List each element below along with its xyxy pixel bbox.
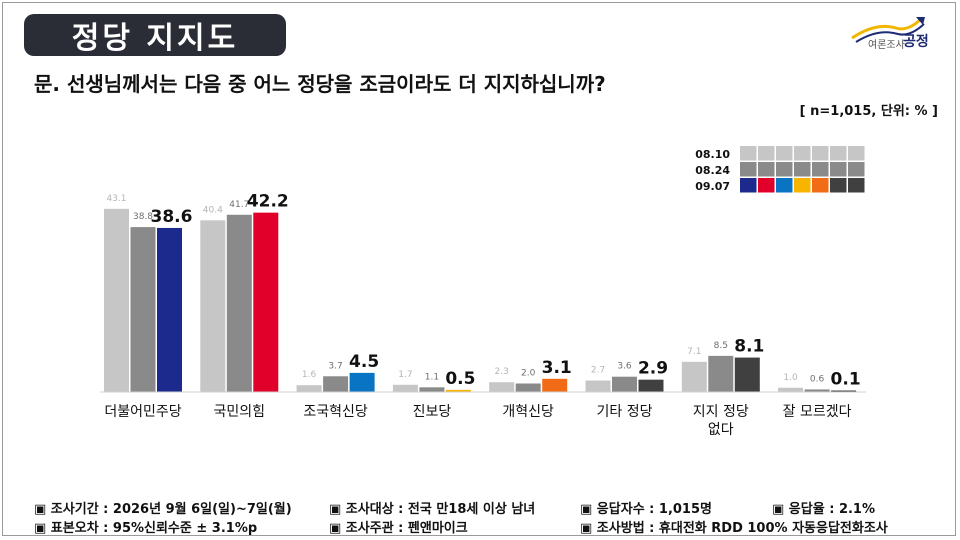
category-label-6: 지지 정당 xyxy=(693,404,749,420)
logo-main-text: 공정 xyxy=(903,34,929,50)
data-label-08.24-6: 8.5 xyxy=(714,341,728,351)
data-label-09.07-3: 0.5 xyxy=(445,369,475,389)
category-label-6-line1: 없다 xyxy=(708,422,734,438)
bar-08.10-1 xyxy=(200,220,226,392)
bar-09.07-0 xyxy=(157,227,182,392)
legend-label-1: 08.24 xyxy=(695,164,730,177)
bar-09.07-1 xyxy=(253,212,279,392)
footer-period: ▣ 조사기간 : 2026년 9월 6일(일)~7일(월) xyxy=(34,502,292,517)
legend-swatch-2-3 xyxy=(794,178,811,193)
footer-response-rate: ▣ 응답율 : 2.1% xyxy=(772,502,875,517)
bar-08.10-4 xyxy=(489,382,515,392)
data-label-08.10-5: 2.7 xyxy=(591,366,605,376)
legend-swatch-2-1 xyxy=(758,178,775,193)
bar-08.10-2 xyxy=(296,385,322,392)
data-label-08.24-5: 3.6 xyxy=(617,362,632,372)
legend-swatch-1-5 xyxy=(830,162,847,177)
category-label-7: 잘 모르겠다 xyxy=(783,404,852,420)
data-label-09.07-5: 2.9 xyxy=(638,359,668,379)
data-label-09.07-7: 0.1 xyxy=(831,370,861,390)
legend-swatch-0-5 xyxy=(830,146,847,161)
data-label-08.10-0: 43.1 xyxy=(106,194,126,204)
data-label-08.10-6: 7.1 xyxy=(687,347,701,357)
legend-swatch-1-3 xyxy=(794,162,811,177)
bar-08.10-0 xyxy=(104,208,129,392)
category-label-4: 개혁신당 xyxy=(502,404,554,420)
bar-08.10-7 xyxy=(778,387,804,392)
data-label-08.10-2: 1.6 xyxy=(302,370,317,380)
footer-margin-error: ▣ 표본오차 : 95%신뢰수준 ± 3.1%p xyxy=(34,521,258,536)
category-label-0: 더불어민주당 xyxy=(104,404,181,420)
legend-label-2: 09.07 xyxy=(695,180,730,193)
bar-08.24-6 xyxy=(708,355,734,392)
data-label-09.07-0: 38.6 xyxy=(151,207,193,227)
footer-target: ▣ 조사대상 : 전국 만18세 이상 남녀 xyxy=(329,502,536,517)
legend-swatch-0-6 xyxy=(848,146,865,161)
data-label-08.24-2: 3.7 xyxy=(328,361,342,371)
bar-08.24-0 xyxy=(130,227,156,392)
legend-swatch-1-0 xyxy=(740,162,757,177)
data-label-08.24-7: 0.6 xyxy=(810,374,825,384)
sample-note: [ n=1,015, 단위: % ] xyxy=(799,104,938,119)
footer-respondents: ▣ 응답자수 : 1,015명 xyxy=(580,502,712,517)
bar-09.07-4 xyxy=(542,378,568,392)
data-label-08.24-3: 1.1 xyxy=(425,372,439,382)
data-label-09.07-4: 3.1 xyxy=(542,358,572,378)
bar-08.24-7 xyxy=(804,389,830,392)
legend-swatch-1-1 xyxy=(758,162,775,177)
bar-08.24-1 xyxy=(226,214,252,392)
legend-swatch-0-2 xyxy=(776,146,793,161)
data-label-08.10-3: 1.7 xyxy=(398,370,412,380)
data-label-08.10-7: 1.0 xyxy=(783,373,798,383)
category-label-2: 조국혁신당 xyxy=(303,404,368,420)
survey-question: 문. 선생님께서는 다음 중 어느 정당을 조금이라도 더 지지하십니까? xyxy=(34,72,606,96)
bar-09.07-3 xyxy=(445,389,471,392)
legend-swatch-1-4 xyxy=(812,162,829,177)
page-title: 정당 지지도 xyxy=(24,14,286,56)
bar-08.10-6 xyxy=(681,361,707,392)
legend-swatch-0-4 xyxy=(812,146,829,161)
bar-09.07-6 xyxy=(734,357,760,392)
bar-08.10-5 xyxy=(585,380,611,392)
category-label-5: 기타 정당 xyxy=(597,404,653,420)
data-label-08.10-4: 2.3 xyxy=(495,367,509,377)
legend-swatch-2-0 xyxy=(740,178,757,193)
legend-swatch-2-6 xyxy=(848,178,865,193)
data-label-08.10-1: 40.4 xyxy=(203,205,223,215)
legend-swatch-0-0 xyxy=(740,146,757,161)
bar-09.07-5 xyxy=(638,379,664,392)
data-label-09.07-6: 8.1 xyxy=(734,337,764,357)
bar-09.07-7 xyxy=(831,390,857,392)
logo-graphic xyxy=(851,16,925,43)
legend-swatch-1-2 xyxy=(776,162,793,177)
footer-method: ▣ 조사방법 : 휴대전화 RDD 100% 자동응답전화조사 xyxy=(580,521,888,536)
category-label-1: 국민의힘 xyxy=(214,404,266,420)
category-label-3: 진보당 xyxy=(413,404,452,420)
legend-label-0: 08.10 xyxy=(695,148,730,161)
logo-small-text: 여론조사 xyxy=(868,40,905,51)
footer-sponsor: ▣ 조사주관 : 펜앤마이크 xyxy=(329,521,468,536)
bar-08.10-3 xyxy=(392,384,418,392)
legend-swatch-2-5 xyxy=(830,178,847,193)
bar-08.24-4 xyxy=(515,383,541,392)
data-label-08.24-4: 2.0 xyxy=(521,369,536,379)
legend-swatch-2-4 xyxy=(812,178,829,193)
data-label-08.24-1: 41.7 xyxy=(229,200,249,210)
data-label-09.07-2: 4.5 xyxy=(349,352,379,372)
data-label-08.24-0: 38.8 xyxy=(133,212,153,222)
bar-08.24-5 xyxy=(612,376,637,392)
legend-swatch-1-6 xyxy=(848,162,865,177)
bar-08.24-2 xyxy=(323,376,349,392)
bar-09.07-2 xyxy=(349,372,375,392)
bar-08.24-3 xyxy=(419,387,445,392)
legend-swatch-0-1 xyxy=(758,146,775,161)
legend-swatch-2-2 xyxy=(776,178,793,193)
legend-swatch-0-3 xyxy=(794,146,811,161)
data-label-09.07-1: 42.2 xyxy=(247,192,289,212)
